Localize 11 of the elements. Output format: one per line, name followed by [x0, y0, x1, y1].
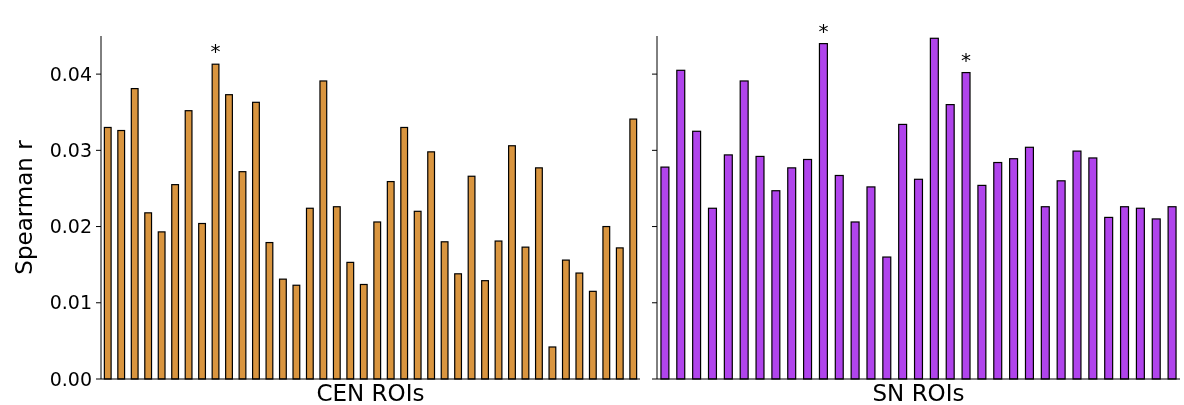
y-tick-label: 0.00 [49, 367, 92, 390]
data-label: * [210, 39, 221, 64]
x-axis-title: SN ROIs [872, 380, 965, 405]
data-label: * [961, 47, 972, 72]
x-axis-title: CEN ROIs [316, 380, 425, 405]
data-label: * [818, 18, 829, 43]
y-axis-title: Spearman r [11, 139, 37, 275]
y-tick-label: 0.04 [49, 62, 92, 85]
y-tick-label: 0.01 [49, 291, 92, 314]
y-tick-label: 0.03 [49, 138, 92, 161]
y-tick-label: 0.02 [49, 215, 92, 238]
